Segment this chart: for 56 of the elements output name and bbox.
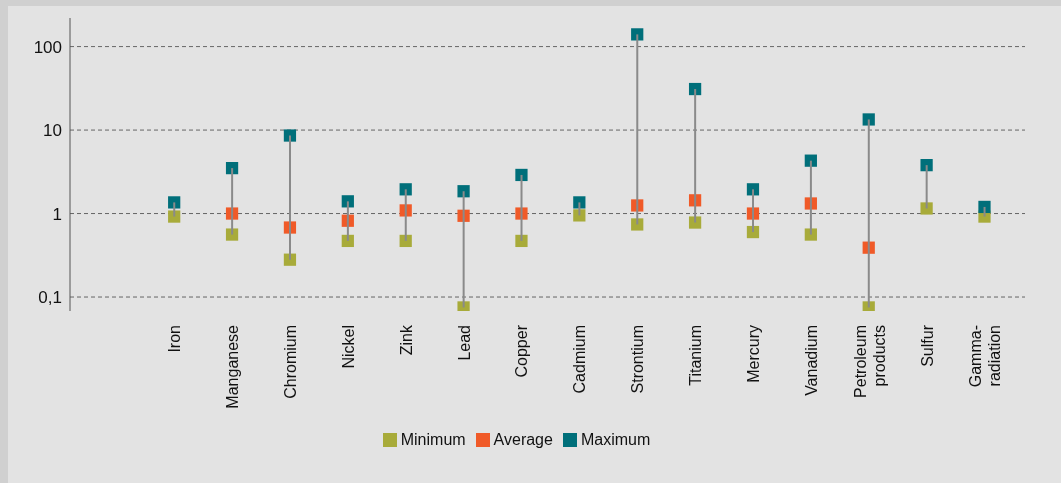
point — [978, 200, 991, 214]
y-tick-label: 1 — [52, 204, 62, 224]
y-tick-label: 100 — [33, 37, 62, 57]
point — [920, 202, 933, 215]
bar — [809, 160, 812, 235]
point — [804, 228, 817, 241]
point — [283, 129, 297, 142]
point — [862, 113, 875, 126]
bar — [694, 89, 697, 223]
bar — [867, 119, 870, 308]
bar — [346, 201, 349, 241]
x-tick-label: Iron — [166, 325, 184, 353]
point — [688, 216, 702, 229]
legend-label: Minimum — [399, 430, 466, 450]
point — [631, 28, 644, 41]
bar — [983, 206, 986, 217]
x-tick-label: Cadmium — [571, 325, 589, 394]
x-tick-label: Sulfur — [918, 324, 936, 367]
point — [457, 185, 470, 198]
bar — [925, 165, 928, 209]
bar — [636, 34, 639, 225]
bar — [752, 189, 755, 233]
y-tick-label: 0,1 — [38, 288, 62, 308]
bar — [231, 168, 234, 235]
point — [457, 301, 470, 311]
point — [862, 301, 875, 311]
bar — [462, 191, 465, 308]
x-tick-label: Gamma-radiation — [967, 325, 1004, 388]
bar — [173, 202, 176, 217]
x-tick-label: Titanium — [687, 325, 705, 386]
x-tick-label: Vanadium — [802, 325, 820, 396]
point — [168, 196, 181, 209]
x-tick-label: Strontium — [629, 325, 647, 394]
bar — [578, 202, 581, 216]
x-tick-label: Petroleum products — [851, 325, 888, 398]
legend-label: Maximum — [579, 430, 651, 450]
point — [920, 159, 933, 172]
y-tick-label: 10 — [43, 121, 62, 141]
legend-label: Average — [492, 430, 553, 450]
point — [168, 210, 181, 223]
x-tick-label: Copper — [513, 324, 531, 378]
point — [515, 168, 528, 182]
x-tick-label: Manganese — [224, 324, 242, 409]
point — [225, 228, 239, 241]
point — [515, 234, 528, 248]
x-tick-label: Nickel — [339, 325, 357, 369]
bar — [289, 135, 291, 260]
point — [573, 196, 586, 209]
x-tick-label: Chromium — [281, 325, 299, 399]
x-tick-label: Zink — [397, 324, 415, 356]
x-tick-label: Lead — [455, 325, 473, 361]
point — [631, 218, 644, 231]
x-tick-label: Mercury — [744, 325, 762, 383]
bar — [520, 174, 523, 241]
bar — [404, 189, 407, 241]
point — [573, 209, 586, 222]
